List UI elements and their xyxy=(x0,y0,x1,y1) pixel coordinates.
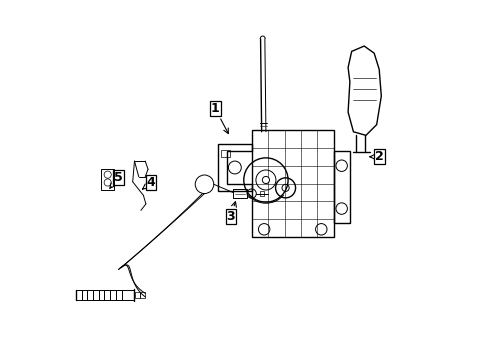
Text: 4: 4 xyxy=(142,176,155,189)
Bar xyxy=(259,191,264,196)
Text: 3: 3 xyxy=(226,202,236,223)
Bar xyxy=(140,292,144,298)
Bar xyxy=(251,130,333,237)
Bar xyxy=(221,150,230,157)
Text: 2: 2 xyxy=(369,150,383,163)
Text: 5: 5 xyxy=(110,171,123,188)
Bar xyxy=(135,292,140,298)
Text: 1: 1 xyxy=(210,102,228,134)
Bar xyxy=(233,189,246,198)
Circle shape xyxy=(262,176,269,184)
